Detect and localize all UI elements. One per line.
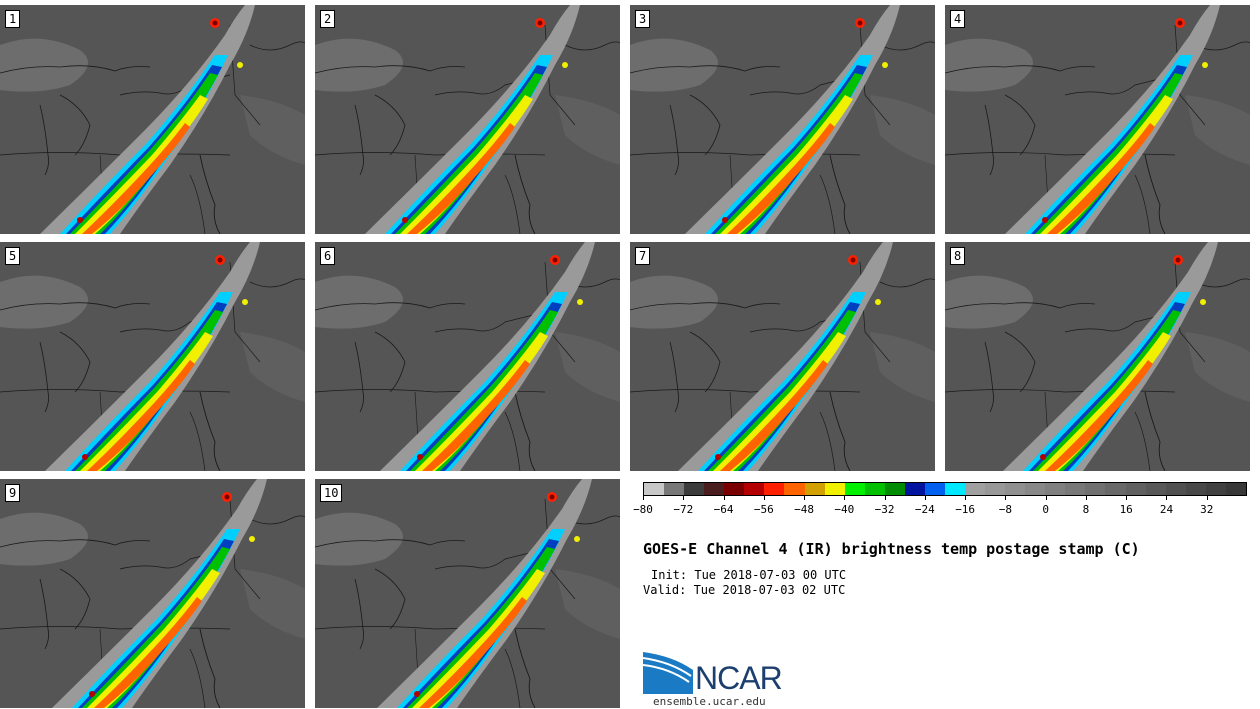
colorbar-tick-label: −32 <box>874 503 895 516</box>
logo-text: NCAR <box>695 660 783 696</box>
colorbar-tick <box>723 496 725 500</box>
map-stamp-4: 4 <box>945 5 1250 234</box>
colorbar-tick <box>1206 496 1208 500</box>
colorbar-segment <box>1125 483 1146 495</box>
colorbar-tick <box>763 496 765 500</box>
member-label: 6 <box>320 247 336 265</box>
colorbar-tick <box>1166 496 1168 500</box>
colorbar-segment <box>904 483 925 495</box>
colorbar-tick-label: 16 <box>1119 503 1133 516</box>
colorbar-segment <box>1085 483 1106 495</box>
colorbar-tick <box>844 496 846 500</box>
colorbar-segment <box>1145 483 1166 495</box>
map-stamp-9: 9 <box>0 479 305 708</box>
member-label: 5 <box>5 247 21 265</box>
colorbar-tick-label: −48 <box>794 503 814 516</box>
colorbar-tick-label: 8 <box>1082 503 1090 516</box>
colorbar-tick <box>804 496 806 500</box>
colorbar-tick-label: −40 <box>834 503 855 516</box>
map-stamp-8: 8 <box>945 242 1250 471</box>
map-stamp-7: 7 <box>630 242 935 471</box>
colorbar-tick-label: −72 <box>673 503 694 516</box>
colorbar-segment <box>944 483 965 495</box>
colorbar-tick <box>1126 496 1128 500</box>
colorbar-segment <box>644 483 665 495</box>
map-stamp-6: 6 <box>315 242 620 471</box>
colorbar-segment <box>1025 483 1046 495</box>
colorbar-segment <box>1205 483 1226 495</box>
colorbar-tick <box>884 496 886 500</box>
member-label: 2 <box>320 10 336 28</box>
map-stamp-5: 5 <box>0 242 305 471</box>
colorbar-segment <box>985 483 1006 495</box>
colorbar-segment <box>1165 483 1186 495</box>
colorbar-ticks: −80 −72 −64 −56 −48 −40 −32 −24 −16 −8 0 8 16 24 32 <box>633 496 1247 522</box>
member-label: 1 <box>5 10 21 28</box>
colorbar-tick <box>1085 496 1087 500</box>
colorbar-tick-label: −80 <box>633 503 653 516</box>
colorbar-tick <box>1005 496 1007 500</box>
colorbar-segment <box>764 483 785 495</box>
colorbar-tick-label: −16 <box>955 503 976 516</box>
colorbar-segment <box>1105 483 1126 495</box>
map-stamp-3: 3 <box>630 5 935 234</box>
colorbar-segment <box>965 483 986 495</box>
colorbar <box>643 482 1247 496</box>
member-label: 3 <box>635 10 651 28</box>
colorbar-tick-label: −64 <box>713 503 734 516</box>
map-stamp-10: 10 <box>315 479 620 708</box>
init-time: Init: Tue 2018-07-03 00 UTC <box>651 568 847 582</box>
colorbar-tick-label: −56 <box>753 503 774 516</box>
colorbar-segment <box>724 483 745 495</box>
member-label: 10 <box>320 484 343 502</box>
colorbar-segment <box>704 483 725 495</box>
colorbar-segment <box>844 483 865 495</box>
colorbar-segment <box>664 483 685 495</box>
colorbar-tick-label: −24 <box>914 503 935 516</box>
colorbar-tick <box>924 496 926 500</box>
colorbar-segment <box>824 483 845 495</box>
colorbar-segment <box>744 483 765 495</box>
colorbar-segment <box>1045 483 1066 495</box>
colorbar-tick-label: −8 <box>998 503 1013 516</box>
colorbar-tick-label: 24 <box>1159 503 1174 516</box>
colorbar-segment <box>684 483 705 495</box>
colorbar-tick <box>1045 496 1047 500</box>
colorbar-segment <box>1005 483 1026 495</box>
colorbar-tick <box>683 496 685 500</box>
colorbar-segment <box>884 483 905 495</box>
colorbar-segment <box>1065 483 1086 495</box>
colorbar-segment <box>784 483 805 495</box>
colorbar-tick <box>965 496 967 500</box>
member-label: 7 <box>635 247 651 265</box>
ncar-logo-icon <box>643 652 693 694</box>
valid-time: Valid: Tue 2018-07-03 02 UTC <box>643 583 846 597</box>
map-stamp-2: 2 <box>315 5 620 234</box>
member-label: 9 <box>5 484 21 502</box>
colorbar-segment <box>804 483 825 495</box>
colorbar-segment <box>1185 483 1206 495</box>
colorbar-segment <box>924 483 945 495</box>
member-label: 8 <box>950 247 966 265</box>
map-stamp-1: 1 <box>0 5 305 234</box>
colorbar-tick <box>643 496 644 500</box>
colorbar-segment <box>1225 483 1246 495</box>
colorbar-tick-label: 0 <box>1042 503 1049 516</box>
colorbar-tick-label: 32 <box>1200 503 1214 516</box>
member-label: 4 <box>950 10 966 28</box>
colorbar-segment <box>864 483 885 495</box>
figure-title: GOES-E Channel 4 (IR) brightness temp po… <box>643 540 1140 558</box>
logo-url: ensemble.ucar.edu <box>653 695 766 708</box>
